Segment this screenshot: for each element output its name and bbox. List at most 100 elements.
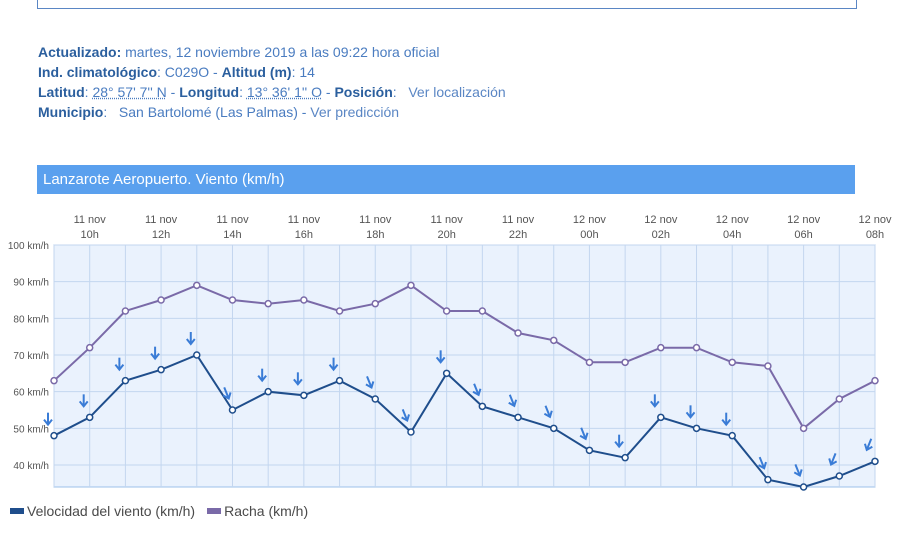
data-point-gust (585, 358, 594, 367)
data-point-gust (621, 358, 629, 367)
data-point-speed (407, 428, 415, 436)
y-tick-label: 90 km/h (13, 278, 49, 289)
mun-label: Municipio (38, 104, 104, 120)
pos-sep: - (321, 84, 335, 100)
x-tick-label-day: 11 nov (359, 214, 392, 226)
y-tick-label: 50 km/h (13, 424, 49, 435)
wind-direction-arrow-icon (150, 346, 160, 361)
x-tick-label-hour: 00h (580, 229, 598, 241)
data-point-speed (371, 395, 380, 403)
data-point-gust (264, 299, 272, 308)
legend-speed[interactable]: Velocidad del viento (km/h) (10, 503, 195, 519)
data-point-gust (85, 343, 94, 352)
wind-direction-arrow-icon (365, 376, 375, 390)
data-point-gust (407, 281, 415, 290)
x-tick-label-hour: 16h (295, 229, 313, 241)
legend-gust-swatch (207, 508, 222, 514)
data-point-speed (50, 431, 58, 440)
x-tick-label-day: 12 nov (573, 214, 607, 226)
data-point-gust (799, 424, 808, 433)
data-point-speed (228, 406, 237, 414)
x-tick-label-hour: 20h (437, 229, 455, 241)
lon-value: 13° 36' 1'' O (246, 84, 322, 100)
x-tick-label-hour: 14h (223, 229, 241, 241)
chart-header: Lanzarote Aeropuerto. Viento (km/h) (37, 165, 855, 194)
series-line-gust (53, 284, 876, 430)
plot-area (53, 244, 876, 488)
wind-direction-arrow-icon (579, 427, 589, 441)
climato-value: : C029O - (157, 64, 222, 80)
wind-direction-arrow-icon (43, 412, 53, 427)
data-point-speed (621, 453, 629, 462)
y-tick-label: 100 km/h (8, 241, 49, 252)
wind-direction-arrow-icon (508, 394, 518, 408)
wind-direction-arrow-icon (401, 409, 410, 423)
altitude-value: : 14 (291, 64, 315, 80)
y-tick-label: 60 km/h (13, 388, 49, 399)
data-point-speed (657, 413, 665, 422)
x-tick-label-day: 12 nov (787, 214, 821, 226)
data-point-gust (300, 296, 308, 304)
y-tick-label: 40 km/h (13, 461, 49, 472)
data-point-speed (85, 413, 94, 422)
wind-direction-arrow-icon (435, 350, 446, 364)
wind-direction-arrow-icon (328, 357, 339, 372)
data-point-gust (835, 395, 844, 403)
x-tick-label-day: 11 nov (216, 214, 249, 226)
updated-value: martes, 12 noviembre 2019 a las 09:22 ho… (121, 44, 440, 60)
wind-direction-arrow-icon (257, 368, 267, 383)
x-tick-label-day: 12 nov (858, 214, 892, 226)
x-tick-label-day: 12 nov (716, 214, 750, 226)
x-tick-label-hour: 18h (366, 229, 384, 241)
lon-sep2: : (239, 84, 247, 100)
lat-value: 28° 57' 7'' N (92, 84, 167, 100)
data-point-gust (371, 299, 380, 308)
x-tick-label-hour: 06h (794, 229, 812, 241)
data-point-speed (585, 446, 594, 455)
legend-gust[interactable]: Racha (km/h) (207, 503, 308, 519)
x-tick-label-day: 11 nov (431, 214, 464, 226)
ver-localizacion-link[interactable]: Ver localización (408, 84, 506, 100)
ver-prediccion-link[interactable]: Ver predicción (310, 104, 400, 120)
data-point-speed (764, 475, 772, 484)
wind-direction-arrow-icon (614, 434, 624, 449)
chart-legend: Velocidad del viento (km/h) Racha (km/h) (10, 503, 314, 519)
municipio-row: Municipio: San Bartolomé (Las Palmas) - … (38, 102, 506, 122)
wind-direction-arrow-icon (78, 394, 89, 408)
y-tick-label: 70 km/h (13, 351, 49, 362)
x-tick-label-day: 12 nov (644, 214, 678, 226)
lon-label: Longitud (179, 84, 240, 100)
x-tick-label-hour: 10h (81, 229, 99, 241)
wind-chart: 40 km/h 50 km/h 60 km/h 70 km/h 80 km/h 90 km… (8, 214, 892, 491)
data-point-speed (193, 351, 201, 359)
data-point-gust (728, 358, 736, 367)
data-point-gust (657, 343, 665, 352)
y-tick-label: 80 km/h (13, 314, 49, 325)
data-point-gust (478, 307, 487, 315)
data-point-speed (442, 369, 451, 378)
wind-direction-arrow-icon (863, 438, 873, 452)
data-point-gust (442, 307, 451, 315)
wind-direction-arrow-icon (222, 387, 232, 401)
data-point-speed (121, 376, 130, 385)
wind-direction-arrow-icon (721, 412, 731, 427)
data-point-gust (692, 343, 701, 352)
data-point-gust (514, 329, 522, 337)
data-point-gust (764, 362, 772, 370)
x-tick-label-hour: 04h (723, 229, 741, 241)
data-point-speed (157, 365, 165, 374)
data-point-gust (549, 336, 558, 345)
x-tick-label-day: 11 nov (288, 214, 321, 226)
x-tick-label-hour: 12h (152, 229, 170, 241)
x-tick-label-day: 11 nov (74, 214, 107, 226)
lat-label: Latitud (38, 84, 85, 100)
x-tick-label-day: 11 nov (145, 214, 178, 226)
wind-direction-arrow-icon (685, 405, 696, 419)
data-point-speed (728, 431, 736, 440)
data-point-gust (121, 307, 130, 315)
wind-direction-arrow-icon (293, 372, 303, 386)
data-point-gust (193, 281, 201, 290)
wind-direction-arrow-icon (828, 453, 838, 467)
series-line-speed (53, 353, 876, 489)
data-point-gust (50, 376, 58, 385)
